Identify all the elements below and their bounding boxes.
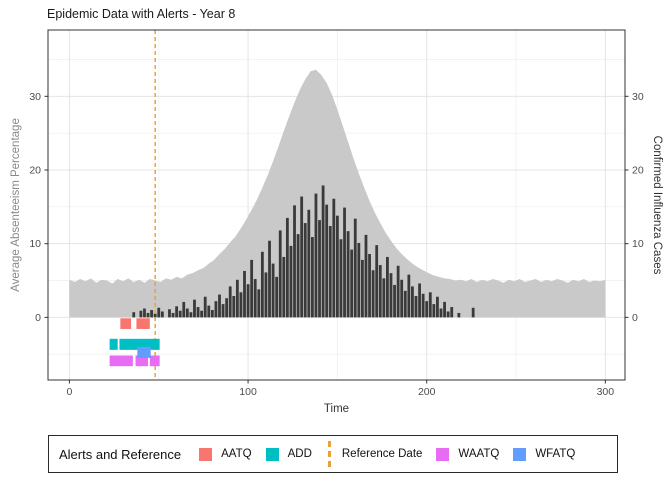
alert-row-waatq [109, 355, 160, 367]
color-square-key-icon [513, 447, 527, 461]
color-square-key-icon [199, 447, 213, 461]
x-axis-title: Time [323, 403, 350, 415]
legend-item-label: ADD [287, 448, 312, 460]
legend-title: Alerts and Reference [59, 446, 182, 462]
x-tick-label: 100 [239, 386, 257, 398]
y-left-tick-label: 20 [29, 165, 41, 177]
x-tick-label: 0 [67, 386, 73, 398]
y-right-tick-label: 0 [632, 312, 638, 324]
legend-item-reference-date: Reference Date [326, 441, 423, 467]
y-right-tick-label: 20 [632, 165, 644, 177]
legend-item-label: AATQ [221, 448, 252, 460]
x-tick-label: 300 [597, 386, 615, 398]
chart-title: Epidemic Data with Alerts - Year 8 [47, 7, 236, 21]
y-axis-right-title: Confirmed Influenza Cases [651, 135, 663, 275]
alert-row-add [109, 338, 160, 350]
legend: Alerts and Reference AATQ ADD Reference Da… [48, 435, 618, 473]
legend-item-label: WAATQ [458, 448, 500, 460]
dashed-line-key-icon [327, 441, 331, 467]
legend-item-label: Reference Date [341, 448, 423, 460]
x-tick-label: 200 [418, 386, 436, 398]
y-left-tick-label: 10 [29, 238, 41, 250]
alert-row-wfatq [137, 346, 151, 358]
y-left-tick-label: 30 [29, 91, 41, 103]
y-right-tick-label: 30 [632, 91, 644, 103]
y-right-tick-label: 10 [632, 238, 644, 250]
alert-row-aatq [120, 318, 150, 329]
legend-item-add: ADD [265, 447, 312, 461]
cases-bars [132, 185, 475, 318]
legend-item-wfatq: WFATQ [513, 447, 576, 461]
panel-border [47, 29, 626, 381]
y-left-tick-label: 0 [35, 312, 41, 324]
legend-item-aatq: AATQ [199, 447, 252, 461]
legend-item-waatq: WAATQ [436, 447, 500, 461]
legend-item-label: WFATQ [535, 448, 576, 460]
y-axis-left-title: Average Absenteeism Percentage [10, 118, 22, 292]
color-square-key-icon [265, 447, 279, 461]
color-square-key-icon [436, 447, 450, 461]
absenteeism-area [69, 69, 606, 318]
